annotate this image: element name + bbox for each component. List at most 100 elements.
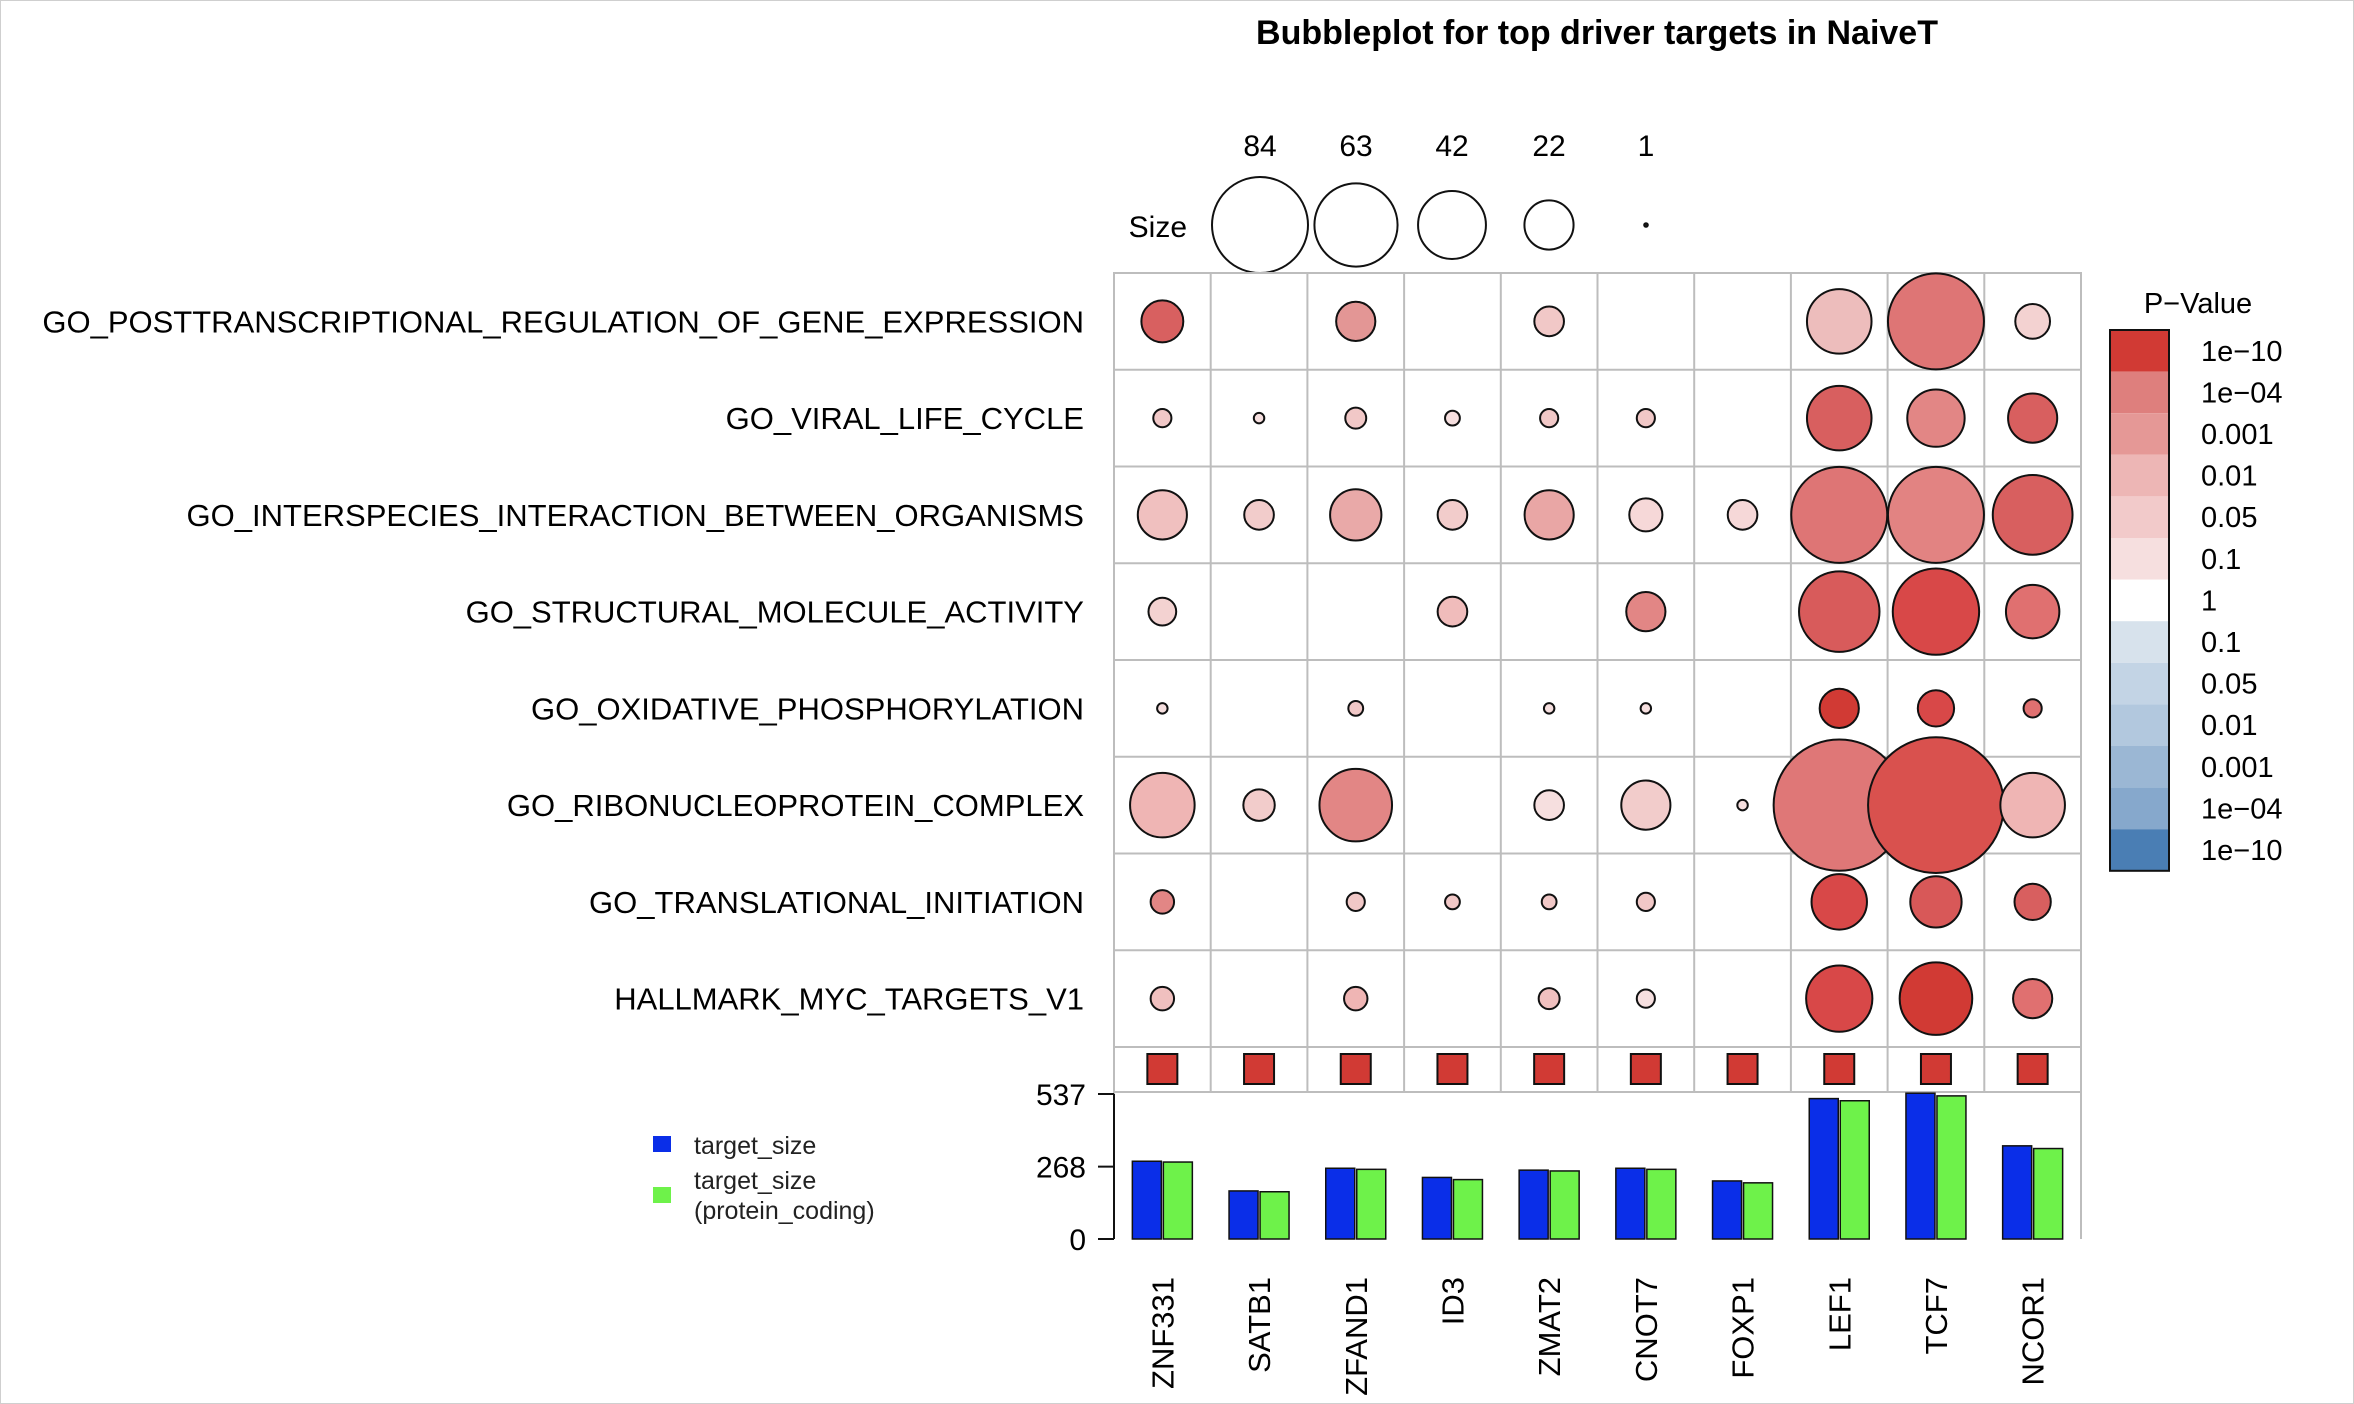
row-label: GO_OXIDATIVE_PHOSPHORYLATION xyxy=(531,691,1084,726)
bubble xyxy=(1906,388,1966,448)
bar xyxy=(2001,1145,2033,1240)
pvalue-legend-label: 1e−10 xyxy=(2201,336,2282,368)
pvalue-legend-swatch xyxy=(2110,579,2169,622)
bar-legend-label-protein-coding-line2: (protein_coding) xyxy=(694,1197,875,1225)
bar-axis-tick-label: 0 xyxy=(1069,1224,1086,1257)
bar xyxy=(1228,1190,1259,1240)
row-label: HALLMARK_MYC_TARGETS_V1 xyxy=(614,982,1084,1017)
bubble xyxy=(1444,409,1461,427)
bar xyxy=(2032,1147,2064,1240)
bubble xyxy=(1540,893,1558,911)
driver-marker xyxy=(1243,1053,1276,1085)
column-label: SATB1 xyxy=(1242,1277,1277,1373)
pvalue-legend-label: 0.1 xyxy=(2201,544,2241,576)
pvalue-legend-label: 0.05 xyxy=(2201,669,2257,701)
bubble xyxy=(1810,873,1868,931)
pvalue-legend: P−Value 1e−10 1e−04 0.001 0.01 0.05 0.1 1 0.1 0.… xyxy=(2109,288,2282,872)
size-legend-circle xyxy=(1211,176,1309,274)
bubble xyxy=(1345,891,1366,912)
pvalue-legend-label: 0.05 xyxy=(2201,502,2257,534)
pvalue-legend-swatch xyxy=(2110,621,2169,663)
bubble xyxy=(1343,985,1369,1012)
bubble xyxy=(1129,771,1196,839)
column-label: TCF7 xyxy=(1919,1277,1954,1355)
column-label: LEF1 xyxy=(1822,1277,1857,1351)
driver-marker xyxy=(1533,1053,1566,1085)
row-label: GO_TRANSLATIONAL_INITIATION xyxy=(589,885,1084,920)
bar xyxy=(1452,1178,1484,1240)
pvalue-legend-swatch xyxy=(2110,538,2169,580)
bar xyxy=(1646,1168,1677,1240)
bubble xyxy=(1891,567,1981,656)
bar xyxy=(1162,1161,1194,1240)
bubble xyxy=(1886,465,1985,564)
row-labels: GO_POSTTRANSCRIPTIONAL_REGULATION_OF_GEN… xyxy=(42,304,1084,1016)
bubbles xyxy=(1129,272,2074,1036)
bar-axis-tick-label: 537 xyxy=(1036,1079,1086,1112)
bubble xyxy=(1243,499,1275,531)
bubble xyxy=(2007,392,2059,444)
bubble xyxy=(1726,499,1759,531)
size-legend-circle xyxy=(1313,182,1399,268)
bubble xyxy=(1533,305,1565,338)
row-label: GO_STRUCTURAL_MOLECULE_ACTIVITY xyxy=(466,595,1084,630)
bar xyxy=(1711,1180,1743,1240)
size-legend: Size 84 63 42 22 1 xyxy=(1129,130,1655,274)
row-label: GO_INTERSPECIES_INTERACTION_BETWEEN_ORGA… xyxy=(187,498,1084,533)
pvalue-legend-border xyxy=(2109,329,2170,872)
column-label: ID3 xyxy=(1435,1277,1470,1325)
bubble xyxy=(1635,988,1656,1009)
bubble xyxy=(2014,303,2052,340)
bar xyxy=(1356,1168,1387,1240)
bar xyxy=(1421,1176,1453,1240)
driver-marker xyxy=(1823,1053,1856,1085)
pvalue-legend-label: 0.01 xyxy=(2201,710,2257,742)
column-label: FOXP1 xyxy=(1726,1277,1761,1379)
size-legend-circle xyxy=(1523,199,1575,251)
bubble xyxy=(1625,591,1667,633)
size-legend-value: 1 xyxy=(1638,130,1655,163)
bar xyxy=(1615,1167,1646,1240)
row-label: GO_RIBONUCLEOPROTEIN_COMPLEX xyxy=(507,788,1084,823)
bubble xyxy=(1999,771,2066,839)
size-legend-circle xyxy=(1417,190,1487,260)
pvalue-legend-label: 1e−10 xyxy=(2201,835,2282,867)
driver-marker xyxy=(1146,1053,1179,1085)
bubble xyxy=(1152,408,1173,429)
bar-legend-swatch-target-size xyxy=(653,1136,671,1152)
bubble xyxy=(1991,473,2074,556)
bars xyxy=(1131,1092,2064,1240)
pvalue-legend-label: 1e−04 xyxy=(2201,377,2282,409)
bubble xyxy=(1335,300,1377,342)
pvalue-legend-swatch xyxy=(2110,746,2169,788)
column-label: ZMAT2 xyxy=(1532,1277,1567,1376)
size-legend-value: 84 xyxy=(1243,130,1276,163)
pvalue-legend-label: 0.1 xyxy=(2201,627,2241,659)
bubble xyxy=(1344,406,1368,430)
bubble-grid xyxy=(1113,272,2082,1239)
pvalue-legend-title: P−Value xyxy=(2144,288,2252,320)
driver-markers xyxy=(1146,1053,2049,1085)
bubble xyxy=(1537,987,1561,1011)
bubble xyxy=(1156,702,1169,715)
pvalue-legend-swatch xyxy=(2110,787,2169,830)
chart-title: Bubbleplot for top driver targets in Nai… xyxy=(1256,14,1938,52)
bubble xyxy=(1444,893,1461,911)
bubble xyxy=(1149,985,1176,1012)
size-legend-circle xyxy=(1643,222,1649,228)
pvalue-legend-label: 1 xyxy=(2201,585,2217,617)
bubble xyxy=(1805,384,1873,452)
bubble xyxy=(1533,789,1565,821)
bubble xyxy=(1805,964,1874,1033)
pvalue-legend-swatch xyxy=(2110,413,2169,455)
pvalue-legend-label: 0.001 xyxy=(2201,419,2274,451)
driver-marker xyxy=(2016,1053,2049,1085)
bubble xyxy=(1898,961,1974,1036)
bubble xyxy=(1916,689,1956,728)
column-label: NCOR1 xyxy=(2016,1277,2051,1386)
bubble xyxy=(1628,497,1664,533)
bar-legend-label-target-size: target_size xyxy=(694,1132,816,1160)
bubble xyxy=(1329,488,1383,542)
bubble xyxy=(1867,736,2005,875)
